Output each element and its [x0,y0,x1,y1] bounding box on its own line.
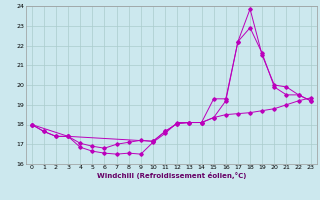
X-axis label: Windchill (Refroidissement éolien,°C): Windchill (Refroidissement éolien,°C) [97,172,246,179]
